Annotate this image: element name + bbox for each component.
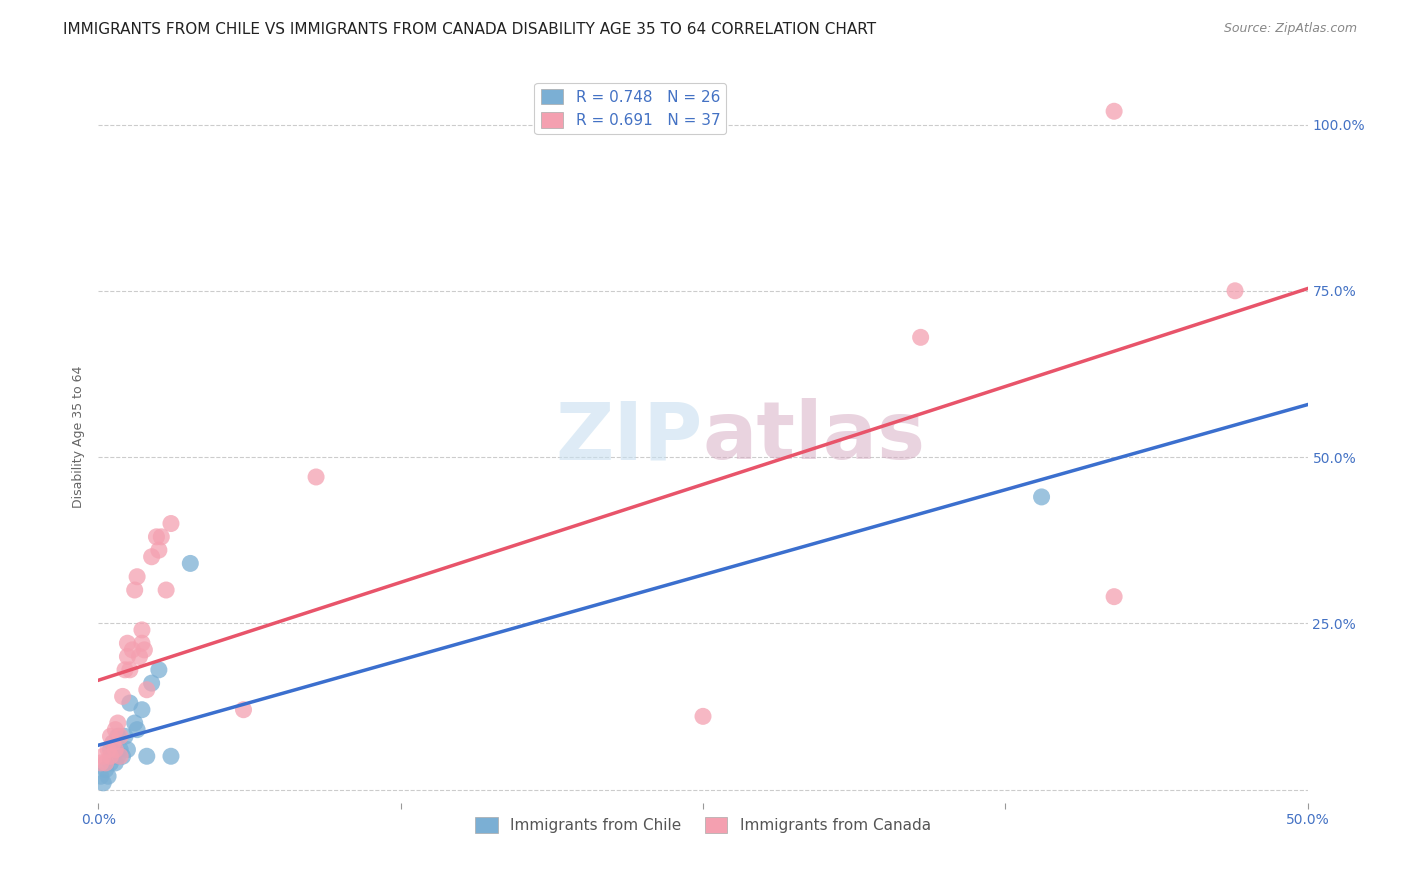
Point — [117, 636, 139, 650]
Point — [127, 723, 149, 737]
Point — [1223, 284, 1246, 298]
Point — [101, 736, 124, 750]
Point — [100, 742, 122, 756]
Point — [108, 749, 131, 764]
Text: ZIP: ZIP — [555, 398, 703, 476]
Point — [145, 530, 167, 544]
Point — [104, 756, 127, 770]
Point — [101, 749, 124, 764]
Point — [131, 636, 153, 650]
Point — [910, 330, 932, 344]
Point — [124, 582, 146, 597]
Text: Source: ZipAtlas.com: Source: ZipAtlas.com — [1223, 22, 1357, 36]
Point — [148, 663, 170, 677]
Point — [91, 776, 114, 790]
Point — [111, 749, 134, 764]
Point — [134, 643, 156, 657]
Point — [131, 703, 153, 717]
Point — [114, 729, 136, 743]
Point — [101, 736, 124, 750]
Point — [108, 742, 131, 756]
Point — [94, 756, 117, 770]
Point — [100, 729, 122, 743]
Point — [91, 749, 114, 764]
Point — [1102, 590, 1125, 604]
Point — [107, 729, 129, 743]
Point — [148, 543, 170, 558]
Point — [1102, 104, 1125, 119]
Point — [135, 749, 157, 764]
Text: atlas: atlas — [703, 398, 927, 476]
Point — [94, 763, 117, 777]
Point — [179, 557, 201, 571]
Point — [90, 756, 112, 770]
Point — [107, 716, 129, 731]
Point — [111, 690, 134, 704]
Point — [232, 703, 254, 717]
Point — [117, 649, 139, 664]
Point — [150, 530, 173, 544]
Point — [108, 729, 131, 743]
Point — [97, 769, 120, 783]
Point — [100, 756, 122, 770]
Point — [104, 742, 127, 756]
Point — [141, 549, 163, 564]
Point — [155, 582, 177, 597]
Point — [160, 749, 183, 764]
Point — [305, 470, 328, 484]
Point — [135, 682, 157, 697]
Point — [117, 742, 139, 756]
Point — [104, 742, 127, 756]
Y-axis label: Disability Age 35 to 64: Disability Age 35 to 64 — [72, 366, 86, 508]
Point — [128, 649, 150, 664]
Point — [121, 643, 143, 657]
Text: IMMIGRANTS FROM CHILE VS IMMIGRANTS FROM CANADA DISABILITY AGE 35 TO 64 CORRELAT: IMMIGRANTS FROM CHILE VS IMMIGRANTS FROM… — [63, 22, 876, 37]
Point — [118, 663, 141, 677]
Point — [692, 709, 714, 723]
Point — [141, 676, 163, 690]
Point — [118, 696, 141, 710]
Point — [127, 570, 149, 584]
Legend: Immigrants from Chile, Immigrants from Canada: Immigrants from Chile, Immigrants from C… — [470, 811, 936, 839]
Point — [1031, 490, 1053, 504]
Point — [131, 623, 153, 637]
Point — [90, 769, 112, 783]
Point — [114, 663, 136, 677]
Point — [124, 716, 146, 731]
Point — [107, 749, 129, 764]
Point — [104, 723, 127, 737]
Point — [97, 742, 120, 756]
Point — [100, 749, 122, 764]
Point — [160, 516, 183, 531]
